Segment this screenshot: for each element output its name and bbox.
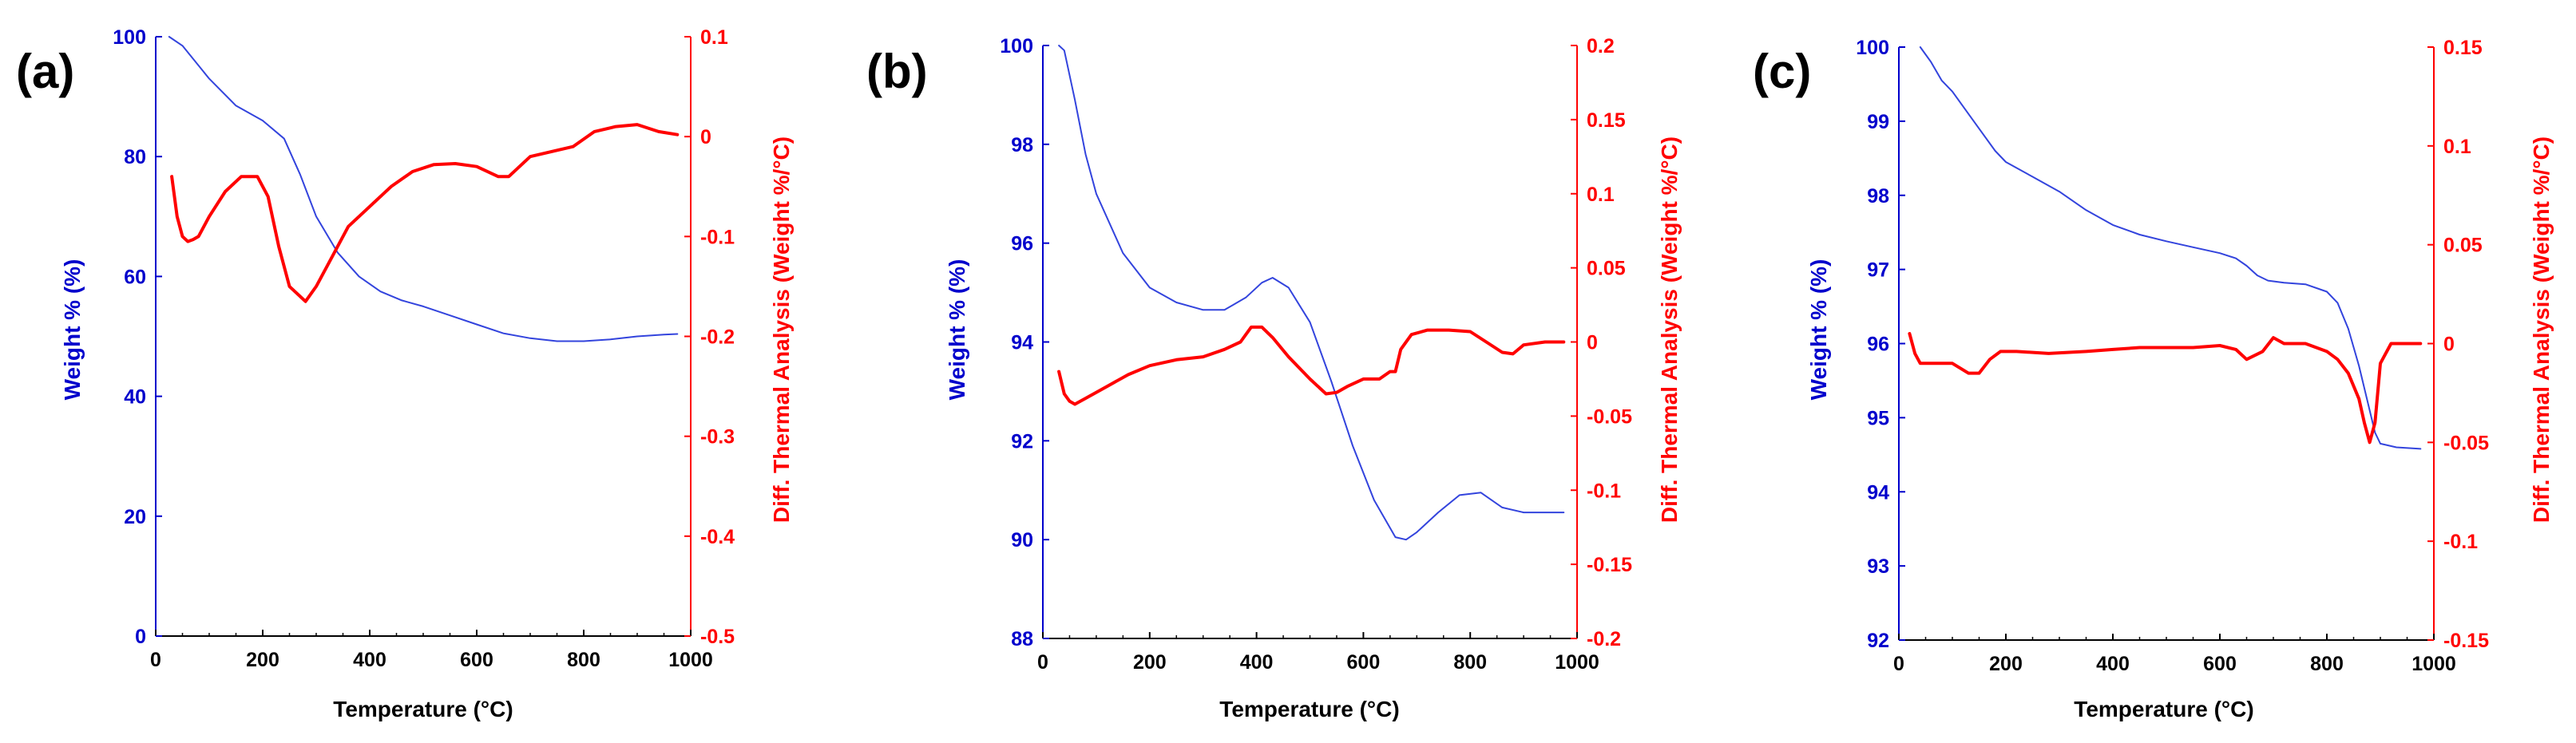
x-tick-label: 800 <box>2310 653 2344 675</box>
y-left-tick-label: 95 <box>1867 407 1889 429</box>
panel-a-x-title: Temperature (°C) <box>333 697 513 721</box>
y-left-tick-label: 93 <box>1867 555 1889 578</box>
y-right-tick-label: 0.15 <box>2443 37 2483 59</box>
y-right-tick-label: -0.3 <box>700 426 735 449</box>
y-right-tick-label: -0.15 <box>2443 630 2489 652</box>
y-right-tick-label: -0.2 <box>700 326 735 349</box>
y-left-tick-label: 0 <box>135 626 146 648</box>
y-right-tick-label: 0.1 <box>700 26 728 49</box>
panel-a-y-left-title: Weight % (%) <box>60 259 85 401</box>
x-tick-label: 200 <box>1133 651 1167 674</box>
panel-c: (c) Weight % (%) Diff. Thermal Analysis … <box>1753 37 2554 721</box>
y-left-tick-label: 80 <box>124 146 146 168</box>
x-tick-label: 600 <box>1347 651 1381 674</box>
y-left-tick-label: 99 <box>1867 111 1889 133</box>
y-left-tick-label: 94 <box>1011 332 1033 354</box>
x-tick-label: 1000 <box>668 649 713 671</box>
y-right-tick-label: 0.15 <box>1587 109 1626 132</box>
panel-a-dta-line <box>170 123 680 303</box>
y-right-tick-label: 0.05 <box>1587 258 1626 280</box>
y-right-tick-label: 0.1 <box>1587 184 1615 206</box>
y-left-tick-label: 40 <box>124 386 146 409</box>
panel-a-plot: 0 200 400 600 800 1000 0 20 40 60 80 100 -0.5 -0.4 -0.… <box>113 26 735 671</box>
y-left-tick-label: 20 <box>124 506 146 528</box>
y-right-tick-label: -0.1 <box>1587 480 1621 502</box>
x-tick-label: 800 <box>567 649 600 671</box>
y-right-tick-label: -0.4 <box>700 526 735 548</box>
y-left-tick-label: 100 <box>113 26 146 49</box>
y-left-tick-label: 90 <box>1011 529 1033 551</box>
panel-c-x-title: Temperature (°C) <box>2074 697 2253 721</box>
y-left-tick-label: 92 <box>1867 630 1889 652</box>
y-left-tick-label: 92 <box>1011 430 1033 453</box>
y-left-tick-label: 100 <box>1856 37 1889 59</box>
x-tick-label: 600 <box>460 649 493 671</box>
panel-b-y-left-title: Weight % (%) <box>945 259 969 401</box>
y-left-tick-label: 96 <box>1867 334 1889 356</box>
panel-c-dta-line <box>1908 332 2423 445</box>
x-tick-label: 0 <box>150 649 161 671</box>
y-right-tick-label: 0 <box>1587 332 1598 354</box>
y-right-tick-label: -0.5 <box>700 626 735 648</box>
panel-label-b: (b) <box>866 45 928 98</box>
y-right-tick-label: 0.05 <box>2443 235 2483 257</box>
x-tick-label: 0 <box>1037 651 1048 674</box>
y-left-tick-label: 96 <box>1011 233 1033 255</box>
panel-b-weight-line <box>1058 45 1565 541</box>
y-left-tick-label: 98 <box>1011 134 1033 156</box>
x-tick-label: 0 <box>1893 653 1904 675</box>
panel-b-y-right-title: Diff. Thermal Analysis (Weight %/°C) <box>1657 136 1682 523</box>
y-left-tick-label: 97 <box>1867 259 1889 282</box>
panel-c-weight-line <box>1919 46 2422 450</box>
y-left-tick-label: 94 <box>1867 481 1889 504</box>
y-right-tick-label: -0.15 <box>1587 554 1632 576</box>
x-tick-label: 1000 <box>1555 651 1599 674</box>
x-tick-label: 200 <box>1989 653 2023 675</box>
panel-b: (b) Weight % (%) Diff. Thermal Analysis … <box>866 35 1682 721</box>
y-right-tick-label: -0.05 <box>1587 405 1632 428</box>
y-left-tick-label: 60 <box>124 266 146 288</box>
panel-b-plot: 0 200 400 600 800 1000 88 90 92 94 96 98 100 -0.2 -0.1… <box>1000 35 1632 674</box>
y-left-tick-label: 98 <box>1867 185 1889 207</box>
y-right-tick-label: -0.05 <box>2443 432 2489 454</box>
x-tick-label: 1000 <box>2412 653 2456 675</box>
panel-b-dta-line <box>1057 325 1566 406</box>
panel-c-y-left-title: Weight % (%) <box>1806 259 1831 401</box>
y-right-tick-label: 0.1 <box>2443 136 2471 158</box>
x-tick-label: 400 <box>1240 651 1274 674</box>
y-right-tick-label: 0 <box>2443 334 2455 356</box>
x-tick-label: 200 <box>246 649 279 671</box>
panel-c-y-right-title: Diff. Thermal Analysis (Weight %/°C) <box>2529 136 2554 523</box>
x-tick-label: 400 <box>353 649 386 671</box>
y-right-tick-label: -0.1 <box>2443 531 2478 553</box>
y-left-tick-label: 88 <box>1011 628 1033 650</box>
panel-c-plot: 0 200 400 600 800 1000 92 93 94 95 96 97 98 99 100 -0.1… <box>1856 37 2489 675</box>
panel-label-a: (a) <box>16 45 74 98</box>
x-tick-label: 800 <box>1453 651 1487 674</box>
y-right-tick-label: -0.1 <box>700 226 735 248</box>
y-right-tick-label: 0 <box>700 126 711 148</box>
panel-a-weight-line <box>168 36 679 342</box>
panel-label-c: (c) <box>1753 45 1811 98</box>
panel-a-y-right-title: Diff. Thermal Analysis (Weight %/°C) <box>769 136 794 523</box>
panel-a: (a) Weight % (%) Diff. Thermal Analysis … <box>16 26 794 721</box>
panel-b-x-title: Temperature (°C) <box>1219 697 1399 721</box>
y-right-tick-label: 0.2 <box>1587 35 1615 57</box>
x-tick-label: 600 <box>2203 653 2237 675</box>
x-tick-label: 400 <box>2096 653 2130 675</box>
y-left-tick-label: 100 <box>1000 35 1033 57</box>
y-right-tick-label: -0.2 <box>1587 628 1621 650</box>
